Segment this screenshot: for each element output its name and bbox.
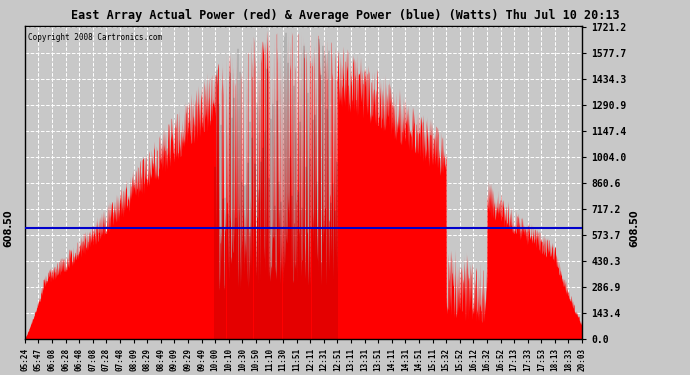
Text: 608.50: 608.50 [629, 210, 640, 247]
Text: 608.50: 608.50 [3, 210, 14, 247]
Text: Copyright 2008 Cartronics.com: Copyright 2008 Cartronics.com [28, 33, 161, 42]
Text: East Array Actual Power (red) & Average Power (blue) (Watts) Thu Jul 10 20:13: East Array Actual Power (red) & Average … [70, 9, 620, 22]
